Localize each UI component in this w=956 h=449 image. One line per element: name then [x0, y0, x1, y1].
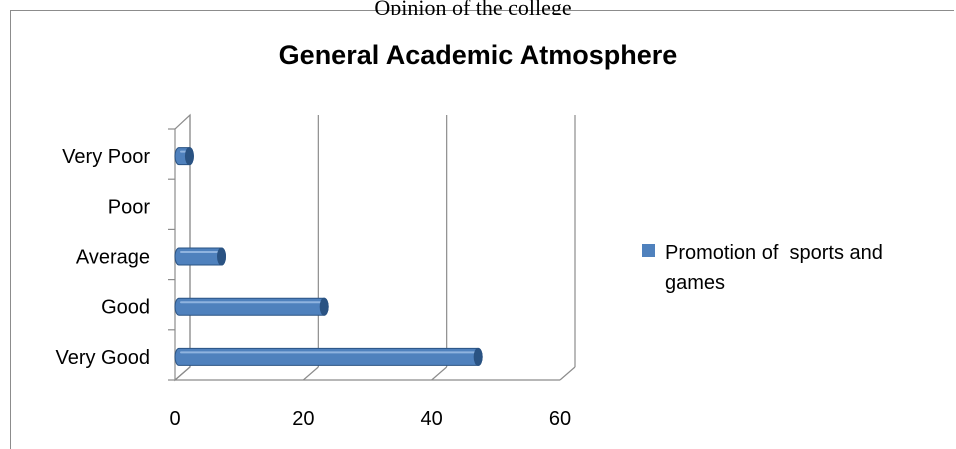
legend-label: Promotion of sports and games — [665, 242, 889, 294]
y-tick-label-2: Average — [76, 247, 150, 269]
chart-frame: Opinion of the college — [10, 0, 954, 449]
chart-title: General Academic Atmosphere — [278, 40, 678, 70]
left-wall — [174, 113, 191, 382]
y-tick-label-4: Very Poor — [62, 146, 150, 168]
floor-grid-40 — [431, 366, 448, 381]
legend: Promotion of sports and games — [642, 238, 952, 298]
bar-cap-2 — [217, 247, 226, 266]
x-tick-label-0: 0 — [169, 408, 180, 430]
floor-grid-20 — [302, 366, 319, 381]
floor-grid-60 — [559, 366, 576, 381]
x-tick-label-40: 40 — [421, 408, 443, 430]
bar-cap-4 — [184, 147, 194, 166]
x-tick-label-60: 60 — [549, 408, 571, 430]
y-tick-label-3: Poor — [108, 196, 151, 218]
legend-swatch — [642, 244, 655, 257]
bar-cap-0 — [473, 347, 483, 366]
x-tick-label-20: 20 — [292, 408, 314, 430]
bar-0 — [174, 347, 483, 366]
bar-1 — [174, 297, 329, 316]
cropped-caption-text: Opinion of the college — [374, 0, 572, 15]
y-tick-label-1: Good — [101, 297, 150, 319]
bar-cap-1 — [319, 297, 329, 316]
y-tick-label-0: Very Good — [55, 347, 150, 369]
